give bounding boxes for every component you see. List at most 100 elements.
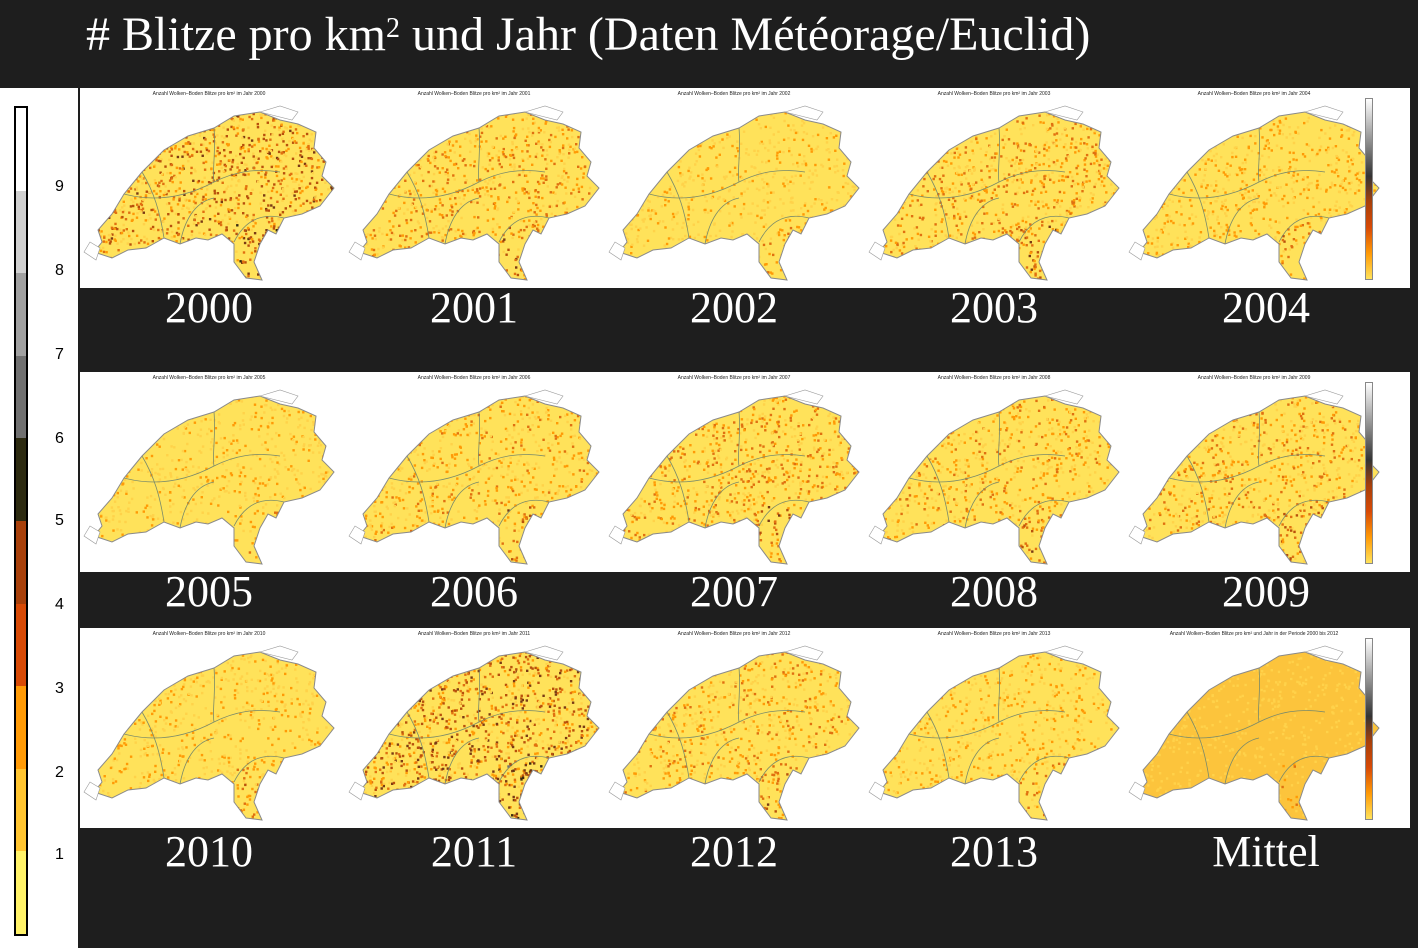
map-panel-2007: Anzahl Wolken–Boden Blitze pro km² im Ja… [605,372,863,572]
canton-border [213,667,215,723]
lake [83,241,101,261]
canton-border [908,710,1066,739]
switzerland-map [83,389,335,565]
map-panel-title: Anzahl Wolken–Boden Blitze pro km² und J… [1169,631,1339,637]
canton-border [1224,197,1260,245]
scale-segment [16,686,26,769]
scale-label-9: 9 [55,178,64,195]
switzerland-map [83,105,335,281]
canton-border [141,171,165,239]
year-label-2010: 2010 [165,827,253,876]
map-panel-title: Anzahl Wolken–Boden Blitze pro km² im Ja… [677,91,791,97]
canton-border [648,454,806,483]
canton-border [926,711,950,779]
map-panel-title: Anzahl Wolken–Boden Blitze pro km² im Ja… [152,91,266,97]
country-outline [1138,395,1380,565]
country-outline [618,111,860,281]
year-label-2013: 2013 [950,827,1038,876]
canton-border [648,710,806,739]
map-panel-title: Anzahl Wolken–Boden Blitze pro km² im Ja… [1197,91,1311,97]
canton-border [233,215,285,243]
country-fill [359,652,599,820]
color-scale-bar [14,106,28,936]
title-superscript: 2 [385,13,400,44]
canton-border [1224,481,1260,529]
map-panel-2000: Anzahl Wolken–Boden Blitze pro km² im Ja… [80,88,338,288]
canton-border [758,215,810,243]
canton-border [179,197,215,245]
lake [1128,525,1146,545]
map-panel-title: Anzahl Wolken–Boden Blitze pro km² im Ja… [937,91,1051,97]
canton-border [406,455,430,523]
scale-segment [16,108,26,191]
lake [523,105,564,121]
scale-label-5: 5 [55,512,64,529]
scale-segment [16,273,26,356]
country-fill [1139,652,1379,820]
canton-border [478,667,480,723]
country-outline [618,651,860,821]
canton-border [666,711,690,779]
country-fill [1139,396,1379,564]
scale-segment [16,190,26,274]
canton-border [123,710,281,739]
canton-border [666,455,690,523]
canton-border [123,454,281,483]
map-panel-2004: Anzahl Wolken–Boden Blitze pro km² im Ja… [1125,88,1383,288]
canton-border [406,711,430,779]
year-label-2008: 2008 [950,567,1038,616]
map-panel-mittel: Anzahl Wolken–Boden Blitze pro km² und J… [1125,628,1383,828]
canton-border [1278,499,1330,527]
canton-border [388,454,546,483]
switzerland-map [608,645,860,821]
country-outline [93,395,335,565]
canton-border [1278,215,1330,243]
map-panel-title: Anzahl Wolken–Boden Blitze pro km² im Ja… [417,631,531,637]
year-label-2011: 2011 [430,827,518,876]
canton-border [666,171,690,239]
country-fill [619,396,859,564]
mini-color-scale [1365,638,1373,820]
country-outline [93,651,335,821]
map-panel-2010: Anzahl Wolken–Boden Blitze pro km² im Ja… [80,628,338,828]
canton-border [704,737,740,785]
canton-border [998,127,1000,183]
canton-border [213,411,215,467]
country-fill [94,652,334,820]
map-panel-2001: Anzahl Wolken–Boden Blitze pro km² im Ja… [345,88,603,288]
canton-border [213,127,215,183]
canton-border [908,170,1066,199]
canton-border [998,667,1000,723]
year-label-2004: 2004 [1222,283,1310,332]
map-panel-2013: Anzahl Wolken–Boden Blitze pro km² im Ja… [865,628,1123,828]
switzerland-map [1128,645,1380,821]
year-label-2002: 2002 [690,283,778,332]
canton-border [141,455,165,523]
lake [1043,389,1084,405]
canton-border [1018,499,1070,527]
scale-label-2: 2 [55,764,64,781]
scale-segment [16,603,26,687]
page-title: # Blitze pro km2 und Jahr (Daten Météora… [86,2,1090,82]
country-fill [359,396,599,564]
lake [868,525,886,545]
canton-border [738,411,740,467]
lake [348,525,366,545]
map-panel-2009: Anzahl Wolken–Boden Blitze pro km² im Ja… [1125,372,1383,572]
canton-border [1168,454,1326,483]
canton-border [1018,755,1070,783]
canton-border [123,170,281,199]
canton-border [738,667,740,723]
map-panel-title: Anzahl Wolken–Boden Blitze pro km² im Ja… [937,375,1051,381]
canton-border [926,171,950,239]
canton-border [908,454,1066,483]
canton-border [1258,667,1260,723]
scale-segment [16,438,26,521]
lake [348,241,366,261]
map-panel-title: Anzahl Wolken–Boden Blitze pro km² im Ja… [417,375,531,381]
scale-label-7: 7 [55,346,64,363]
canton-border [704,481,740,529]
canton-border [233,499,285,527]
scale-label-4: 4 [55,596,64,613]
color-scale-panel: 9 8 7 6 5 4 3 2 1 [0,88,78,948]
